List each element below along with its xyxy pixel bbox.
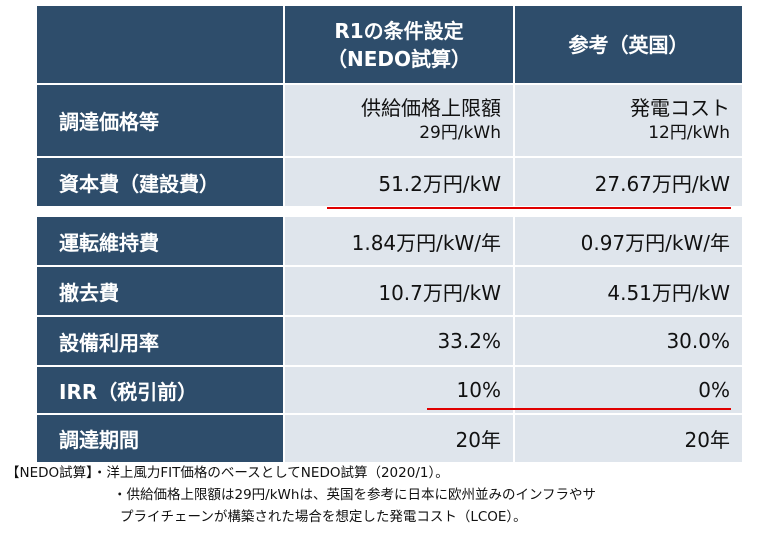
cell-uk-capital-cost: 27.67万円/kW <box>515 158 742 206</box>
cell-r1-capital-cost: 51.2万円/kW <box>285 158 513 206</box>
row-label-procurement-period: 調達期間 <box>37 415 283 462</box>
cell-uk-irr: 0% <box>515 367 742 413</box>
row-label-text: 調達期間 <box>59 428 139 452</box>
footnote-line-2: ・供給価格上限額は29円/kWhは、英国を参考に日本に欧州並みのインフラやサ <box>113 487 597 503</box>
cell-r1-decommissioning-cost: 10.7万円/kW <box>285 267 513 315</box>
row-label-irr: IRR（税引前） <box>37 367 283 413</box>
irr-underline <box>427 408 731 410</box>
footnote-line-3: プライチェーンが構築された場合を想定した発電コスト（LCOE）。 <box>120 509 527 525</box>
header-r1-line1: R1の条件設定 <box>334 18 464 43</box>
cell-value: 10.7万円/kW <box>378 280 501 305</box>
row-label-text: 資本費（建設費） <box>59 171 219 196</box>
cell-value: 20年 <box>455 428 501 452</box>
cell-uk-generation-cost: 発電コスト 12円/kWh <box>515 85 742 156</box>
header-corner-cell <box>37 6 283 83</box>
row-label-text: 運転維持費 <box>59 230 159 255</box>
cell-value: 0.97万円/kW/年 <box>580 230 730 255</box>
row-label-om-cost: 運転維持費 <box>37 217 283 265</box>
cell-value: 1.84万円/kW/年 <box>351 230 501 255</box>
cell-value: 27.67万円/kW <box>594 171 730 196</box>
cell-r1-price-cap: 供給価格上限額 29円/kWh <box>285 85 513 156</box>
cell-uk-capacity-factor: 30.0% <box>515 317 742 365</box>
capital-cost-underline <box>327 207 731 209</box>
comparison-table: R1の条件設定 （NEDO試算） 参考（英国） 調達価格等 供給価格上限額 29… <box>37 6 742 462</box>
row-label-text: 調達価格等 <box>59 110 159 134</box>
header-r1-nedo: R1の条件設定 （NEDO試算） <box>285 6 513 83</box>
row-label-decommissioning-cost: 撤去費 <box>37 267 283 315</box>
cell-value: 33.2% <box>437 329 501 353</box>
header-reference-label: 参考（英国） <box>568 32 689 57</box>
cell-value: 10% <box>456 378 501 402</box>
cell-value: 4.51万円/kW <box>607 280 730 305</box>
row-label-capital-cost: 資本費（建設費） <box>37 158 283 206</box>
footnote-line-1: 【NEDO試算】・洋上風力FIT価格のベースとしてNEDO試算（2020/1）。 <box>6 465 449 481</box>
cell-value: 20年 <box>684 428 730 452</box>
cell-uk-decommissioning-cost: 4.51万円/kW <box>515 267 742 315</box>
cell-r1-irr: 10% <box>285 367 513 413</box>
cell-uk-om-cost: 0.97万円/kW/年 <box>515 217 742 265</box>
price-cap-value: 29円/kWh <box>419 122 501 143</box>
row-label-capacity-factor: 設備利用率 <box>37 317 283 365</box>
generation-cost-label: 発電コスト <box>630 95 730 120</box>
cell-r1-om-cost: 1.84万円/kW/年 <box>285 217 513 265</box>
generation-cost-value: 12円/kWh <box>648 122 730 143</box>
header-reference-uk: 参考（英国） <box>515 6 742 83</box>
row-label-text: 撤去費 <box>59 280 119 305</box>
header-r1-line2: （NEDO試算） <box>326 46 471 71</box>
row-label-text: IRR（税引前） <box>59 379 198 404</box>
row-label-procurement-price: 調達価格等 <box>37 85 283 156</box>
cell-value: 51.2万円/kW <box>378 171 501 196</box>
row-label-text: 設備利用率 <box>59 330 159 355</box>
cell-uk-procurement-period: 20年 <box>515 415 742 462</box>
cell-value: 30.0% <box>666 329 730 353</box>
cell-r1-capacity-factor: 33.2% <box>285 317 513 365</box>
cell-r1-procurement-period: 20年 <box>285 415 513 462</box>
price-cap-label: 供給価格上限額 <box>361 95 501 120</box>
cell-value: 0% <box>698 378 730 402</box>
footnotes: 【NEDO試算】・洋上風力FIT価格のベースとしてNEDO試算（2020/1）。… <box>6 462 781 528</box>
